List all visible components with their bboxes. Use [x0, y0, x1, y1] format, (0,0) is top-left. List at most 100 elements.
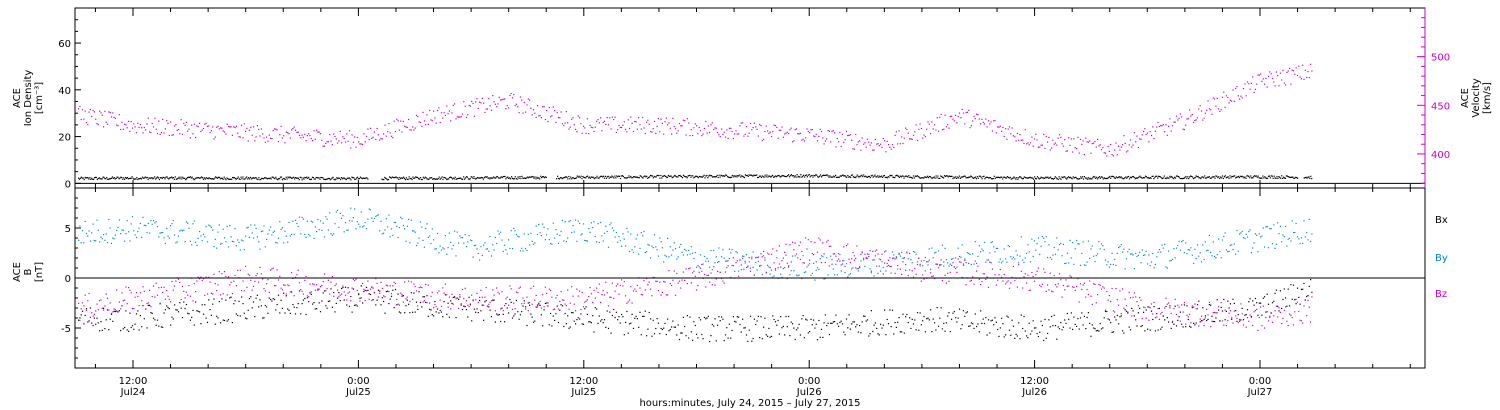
b-by-point	[125, 233, 127, 235]
velocity-point	[444, 114, 446, 116]
b-bz-point	[1200, 315, 1203, 317]
b-bx-point	[651, 335, 653, 337]
b-by-point	[176, 241, 178, 243]
density-point	[1249, 177, 1251, 179]
b-by-point	[680, 243, 682, 245]
b-bx-point	[647, 328, 649, 330]
velocity-point	[548, 107, 550, 109]
density-point	[120, 176, 122, 178]
velocity-point	[1089, 140, 1091, 142]
b-bx-point	[1061, 329, 1063, 331]
density-point	[354, 178, 356, 180]
density-point	[435, 178, 437, 180]
b-bx-point	[782, 325, 784, 327]
b-by-point	[268, 229, 270, 231]
b-by-point	[1069, 239, 1071, 241]
b-by-point	[362, 226, 364, 228]
velocity-point	[554, 110, 556, 112]
b-bx-point	[496, 313, 498, 315]
b-bz-point	[1241, 313, 1243, 315]
b-by-point	[1029, 261, 1032, 263]
density-point	[933, 176, 935, 178]
velocity-point	[542, 106, 544, 108]
b-bx-point	[1216, 299, 1218, 301]
b-by-point	[1202, 244, 1204, 246]
b-by-point	[930, 268, 932, 270]
density-point	[427, 178, 429, 180]
density-point	[868, 175, 870, 177]
b-by-point	[1124, 268, 1126, 270]
b-bz-point	[237, 269, 239, 272]
b-by-point	[1295, 222, 1297, 225]
velocity-point	[289, 137, 291, 139]
b-bz-point	[490, 300, 493, 302]
b-bz-point	[494, 310, 496, 312]
b-bx-point	[694, 324, 696, 327]
density-point	[743, 176, 746, 179]
velocity-point	[983, 123, 986, 125]
b-bz-point	[172, 289, 174, 291]
b-by-point	[597, 223, 599, 225]
b-bx-point	[434, 301, 436, 303]
velocity-point	[863, 143, 865, 145]
b-bx-point	[671, 326, 673, 328]
b-by-point	[722, 249, 724, 251]
density-point	[729, 176, 731, 179]
b-by-point	[1273, 224, 1275, 226]
velocity-point	[667, 124, 669, 126]
velocity-point	[1239, 98, 1241, 100]
b-bz-point	[1233, 310, 1235, 312]
velocity-point	[95, 118, 97, 120]
density-point	[1160, 177, 1163, 179]
b-bx-point	[686, 315, 688, 317]
b-bz-point	[291, 272, 293, 274]
b-bz-point	[460, 304, 462, 306]
b-bz-point	[175, 280, 177, 282]
b-bx-point	[217, 317, 219, 319]
b-bz-point	[982, 273, 984, 275]
velocity-point	[388, 123, 390, 125]
b-bz-point	[840, 264, 842, 266]
b-bx-point	[1170, 327, 1172, 329]
b-bx-point	[623, 334, 625, 336]
b-bz-point	[836, 260, 838, 262]
velocity-point	[175, 124, 177, 126]
b-bx-point	[414, 311, 416, 313]
velocity-point	[137, 122, 139, 124]
velocity-point	[105, 121, 107, 123]
density-point	[310, 178, 312, 181]
b-bx-point	[92, 325, 94, 327]
density-point	[1127, 176, 1129, 178]
b-by-point	[1233, 243, 1235, 245]
b-bx-point	[344, 286, 347, 288]
velocity-point	[1148, 141, 1150, 143]
b-bz-point	[339, 294, 341, 296]
density-point	[288, 177, 290, 179]
density-point	[91, 177, 93, 179]
velocity-point	[1039, 146, 1041, 148]
b-bx-point	[1041, 324, 1043, 327]
b-bz-point	[1206, 308, 1208, 310]
b-by-point	[360, 211, 362, 213]
b-bx-point	[142, 305, 144, 307]
density-point	[194, 178, 196, 180]
b-bz-point	[609, 296, 611, 298]
b-bz-point	[511, 308, 514, 310]
b-bx-point	[1036, 333, 1038, 335]
velocity-point	[150, 132, 152, 134]
velocity-point	[400, 120, 402, 122]
b-bx-point	[394, 288, 397, 291]
velocity-point	[826, 138, 828, 140]
b-bz-point	[807, 239, 809, 241]
velocity-point	[580, 123, 582, 125]
velocity-point	[187, 130, 189, 132]
density-point	[1086, 178, 1088, 180]
b-bz-point	[435, 306, 437, 308]
velocity-point	[120, 128, 122, 131]
density-point	[958, 177, 960, 179]
velocity-point	[329, 134, 331, 136]
b-bz-point	[1166, 303, 1168, 305]
b-bx-point	[1196, 304, 1199, 306]
density-point	[925, 176, 927, 178]
velocity-point	[593, 130, 595, 132]
